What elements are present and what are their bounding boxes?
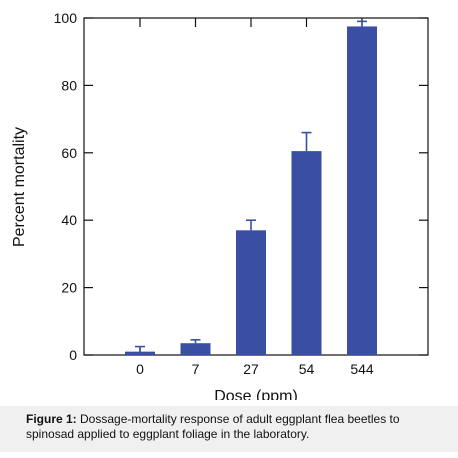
bar [125,351,155,355]
bar [180,343,211,355]
y-tick-label: 80 [61,77,77,93]
figure-caption-label: Figure 1: [26,412,77,426]
figure-caption: Figure 1: Dossage-mortality response of … [0,406,458,452]
bar [347,26,377,356]
x-tick-label: 27 [243,361,259,377]
x-axis-label: Dose (ppm) [214,388,298,400]
bar [236,230,266,355]
bar-chart: Percent mortality Dose (ppm) 0 20 40 60 80 10… [11,10,429,405]
y-axis-label: Percent mortality [11,127,28,247]
bar [291,151,322,355]
x-tick-label: 54 [299,361,315,377]
y-tick-label: 100 [54,10,78,26]
x-tick-label: 544 [350,361,374,377]
chart-area: Percent mortality Dose (ppm) 0 20 40 60 80 10… [11,10,429,405]
x-tick-label: 0 [136,361,144,377]
y-tick-label: 0 [69,347,77,363]
x-tick-label: 7 [192,361,200,377]
y-tick-label: 40 [61,212,77,228]
y-tick-label: 60 [61,145,77,161]
figure-caption-text: Dossage-mortality response of adult eggp… [26,412,400,441]
y-tick-label: 20 [61,280,77,296]
